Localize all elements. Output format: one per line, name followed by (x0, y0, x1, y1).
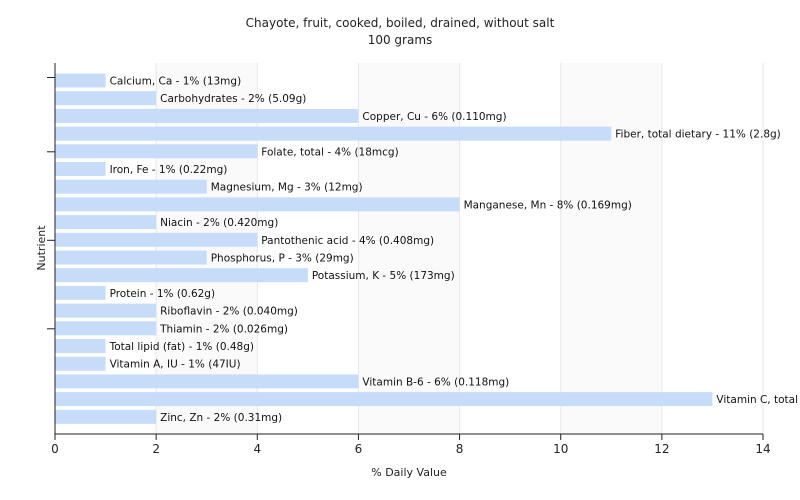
bar (55, 250, 207, 265)
x-tick-label: 2 (152, 442, 160, 456)
bar-label: Magnesium, Mg - 3% (12mg) (211, 182, 363, 194)
chart-subtitle: 100 grams (368, 33, 433, 47)
x-axis-title: % Daily Value (371, 466, 447, 479)
bar (55, 162, 106, 176)
bar-label: Phosphorus, P - 3% (29mg) (211, 253, 354, 265)
bar (55, 126, 612, 141)
y-axis-title: Nutrient (35, 225, 48, 271)
plot-band (156, 63, 258, 434)
bar-label: Vitamin C, total ascorbic acid - 13% (8.… (716, 394, 800, 406)
x-tick-label: 0 (51, 442, 59, 456)
plot-band (358, 63, 460, 434)
bar (55, 321, 157, 336)
bar-label: Protein - 1% (0.62g) (110, 288, 216, 300)
bar-label: Carbohydrates - 2% (5.09g) (160, 93, 306, 105)
x-tick-label: 14 (755, 442, 770, 456)
plot-background-bands (156, 63, 662, 434)
bar-label: Iron, Fe - 1% (0.22mg) (110, 164, 228, 176)
bar-label: Copper, Cu - 6% (0.110mg) (362, 111, 506, 123)
x-tick-label: 10 (553, 442, 568, 456)
plot-band (560, 63, 662, 434)
y-axis-ticks (47, 77, 55, 330)
bar (55, 339, 106, 353)
bar (55, 268, 308, 283)
bar (55, 179, 207, 194)
bar (55, 91, 157, 106)
bar (55, 374, 359, 389)
bar (55, 392, 713, 407)
bar-label: Zinc, Zn - 2% (0.31mg) (160, 412, 282, 424)
bar-label: Riboflavin - 2% (0.040mg) (160, 306, 298, 318)
bar (55, 108, 359, 123)
x-tick-label: 4 (253, 442, 261, 456)
bar-label: Vitamin B-6 - 6% (0.118mg) (362, 376, 509, 388)
bar-label: Total lipid (fat) - 1% (0.48g) (109, 341, 254, 353)
bar (55, 356, 106, 371)
x-tick-label: 8 (456, 442, 464, 456)
bar (55, 232, 258, 247)
bar-label: Vitamin A, IU - 1% (47IU) (110, 359, 241, 371)
bar (55, 285, 106, 300)
bar-label: Fiber, total dietary - 11% (2.8g) (615, 129, 780, 141)
bar (55, 197, 460, 212)
bar-label: Niacin - 2% (0.420mg) (160, 217, 278, 229)
bar-label: Manganese, Mn - 8% (0.169mg) (464, 199, 632, 211)
x-axis-ticks: 0 2 4 6 8 10 12 14 (51, 434, 771, 456)
bar (55, 73, 106, 88)
bar-label: Thiamin - 2% (0.026mg) (159, 323, 288, 335)
bar-label: Folate, total - 4% (18mcg) (261, 146, 398, 158)
chart-title: Chayote, fruit, cooked, boiled, drained,… (246, 16, 555, 30)
bar (55, 303, 157, 318)
bar-label: Pantothenic acid - 4% (0.408mg) (261, 235, 434, 247)
bars (55, 73, 713, 424)
x-tick-label: 12 (654, 442, 669, 456)
bar (55, 215, 157, 230)
bar (55, 409, 157, 424)
bar-label: Potassium, K - 5% (173mg) (312, 270, 455, 282)
x-tick-label: 6 (355, 442, 363, 456)
gridlines (155, 63, 764, 434)
bar (55, 144, 258, 159)
bar-labels: Calcium, Ca - 1% (13mg) Carbohydrates - 2… (109, 76, 800, 424)
bar-label: Calcium, Ca - 1% (13mg) (110, 76, 242, 88)
